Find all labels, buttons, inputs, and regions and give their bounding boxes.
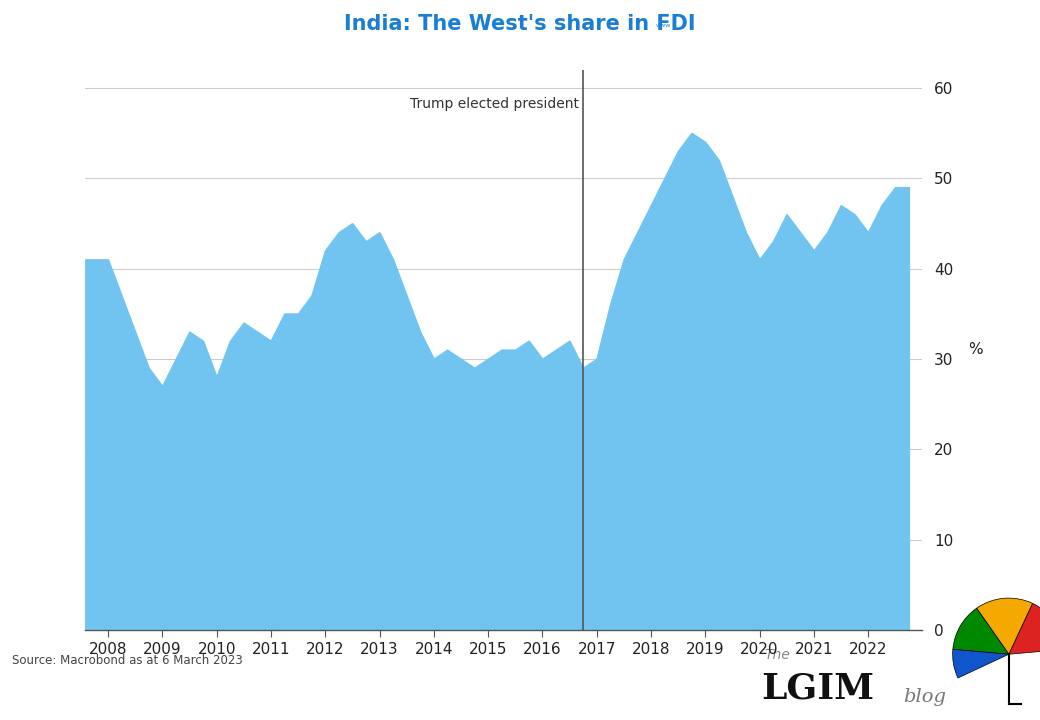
- Text: |: |: [99, 18, 104, 34]
- Text: lgimblog.com: lgimblog.com: [684, 19, 783, 33]
- Text: Source: Macrobond as at 6 March 2023: Source: Macrobond as at 6 March 2023: [12, 654, 243, 667]
- Ellipse shape: [647, 12, 680, 40]
- Text: The: The: [764, 649, 790, 662]
- Text: %: %: [968, 343, 983, 357]
- Text: Markets and economics: Markets and economics: [114, 19, 288, 33]
- Text: India: The West's share in FDI: India: The West's share in FDI: [344, 14, 696, 34]
- Text: @LGIM: @LGIM: [920, 18, 971, 34]
- Wedge shape: [977, 598, 1033, 654]
- Text: Trump elected president: Trump elected president: [410, 97, 579, 111]
- Wedge shape: [953, 649, 1009, 678]
- Text: 🐦: 🐦: [899, 19, 907, 33]
- Text: March 2023: March 2023: [12, 19, 99, 33]
- Text: blog: blog: [903, 688, 945, 706]
- Text: LGIM: LGIM: [761, 672, 875, 706]
- Wedge shape: [1009, 603, 1040, 654]
- Text: www: www: [656, 24, 671, 28]
- Wedge shape: [953, 608, 1009, 654]
